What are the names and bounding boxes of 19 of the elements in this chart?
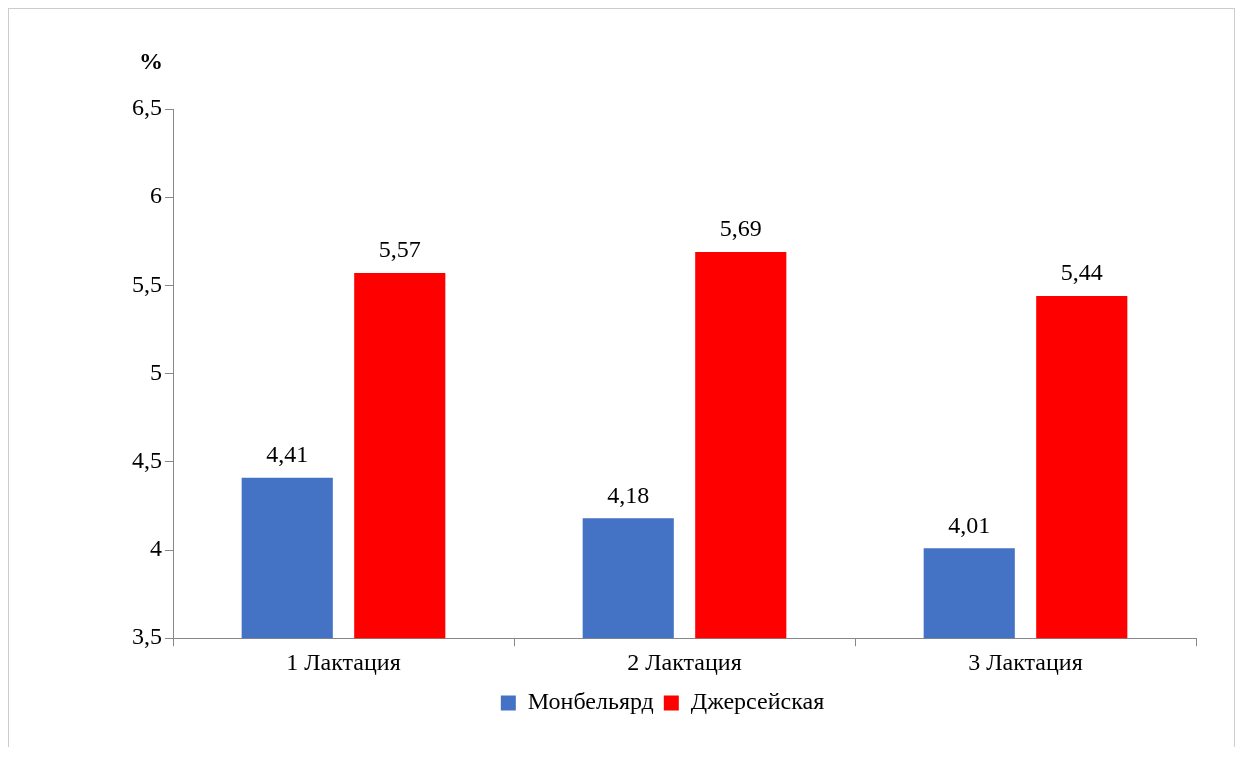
x-tick-label: 2 Лактация bbox=[627, 648, 742, 675]
data-label: 5,69 bbox=[719, 215, 762, 242]
y-axis-title: % bbox=[139, 48, 163, 75]
data-label: 4,41 bbox=[266, 440, 309, 467]
data-label: 4,01 bbox=[948, 511, 991, 538]
data-label: 5,44 bbox=[1060, 259, 1103, 286]
legend-label: Джерсейская bbox=[690, 688, 825, 715]
y-tick-label: 6 bbox=[150, 182, 162, 209]
y-tick-label: 6,5 bbox=[132, 94, 162, 121]
legend-label: Монбельярд bbox=[527, 688, 654, 715]
x-tick-label: 1 Лактация bbox=[286, 648, 401, 675]
y-tick-label: 5,5 bbox=[132, 270, 162, 297]
data-label: 4,18 bbox=[607, 481, 650, 508]
y-tick-label: 4,5 bbox=[132, 447, 162, 474]
y-tick-label: 5 bbox=[150, 358, 162, 385]
y-tick-label: 3,5 bbox=[132, 623, 162, 650]
x-tick-label: 3 Лактация bbox=[968, 648, 1083, 675]
y-tick-label: 4 bbox=[150, 535, 162, 562]
data-label: 5,57 bbox=[378, 236, 421, 263]
